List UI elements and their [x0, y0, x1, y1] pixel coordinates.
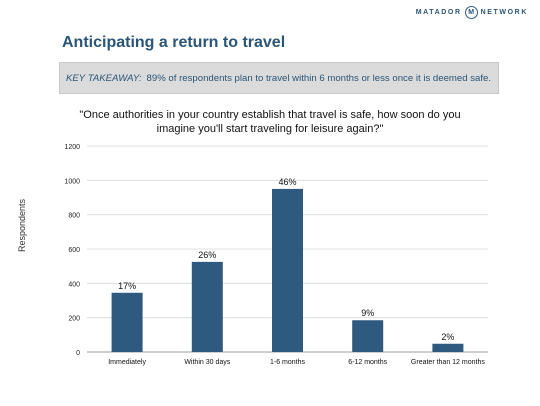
x-tick-label: 1-6 months [270, 359, 306, 366]
data-label: 26% [198, 250, 216, 260]
data-label: 46% [278, 177, 296, 187]
slide-title: Anticipating a return to travel [62, 34, 286, 51]
bar [272, 188, 303, 352]
chart-title: "Once authorities in your country establ… [70, 108, 470, 136]
y-tick-label: 800 [68, 213, 80, 220]
bar [111, 292, 143, 352]
matador-logo-icon: M [464, 6, 478, 19]
logo-glyph: M [468, 9, 475, 16]
y-tick-label: 200 [68, 316, 80, 323]
chart-title-line-1: "Once authorities in your country establ… [79, 109, 461, 121]
x-tick-label: Immediately [108, 359, 146, 366]
x-tick-label: Within 30 days [184, 359, 230, 366]
key-takeaway-box: KEY TAKEAWAY: 89% of respondents plan to… [59, 62, 499, 94]
brand-logo: MATADOR M NETWORK [416, 6, 528, 19]
x-tick-label: Greater than 12 months [411, 359, 485, 366]
brand-name-left: MATADOR [415, 9, 462, 16]
y-tick-label: 1000 [64, 178, 80, 185]
key-takeaway-label: KEY TAKEAWAY: [66, 72, 142, 84]
key-takeaway-text: 89% of respondents plan to travel within… [146, 72, 492, 84]
brand-name-right: NETWORK [480, 9, 528, 16]
bar [191, 261, 223, 352]
y-tick-label: 0 [76, 350, 80, 357]
x-tick-label: 6-12 months [348, 359, 387, 366]
bar [352, 320, 384, 352]
bar [432, 343, 464, 352]
data-label: 9% [361, 308, 374, 318]
y-tick-label: 600 [68, 247, 80, 254]
chart-title-line-2: imagine you'll start traveling for leisu… [156, 123, 384, 135]
data-label: 17% [118, 281, 136, 291]
data-label: 2% [441, 332, 454, 342]
y-tick-label: 1200 [64, 144, 80, 151]
y-tick-label: 400 [68, 281, 80, 288]
